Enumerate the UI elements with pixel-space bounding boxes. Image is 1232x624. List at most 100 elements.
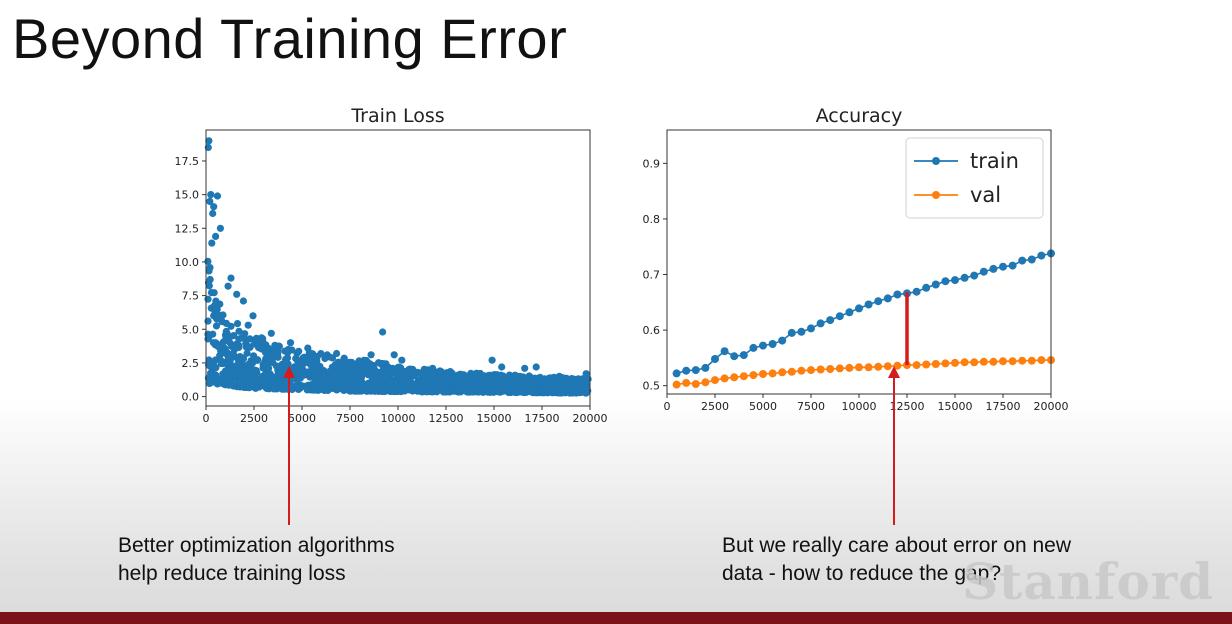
series-train-line (676, 252, 1052, 375)
loss-point (295, 347, 303, 355)
loss-point (210, 289, 218, 297)
loss-point (266, 382, 274, 390)
loss-point (288, 365, 296, 373)
loss-point (524, 385, 532, 393)
slide-title: Beyond Training Error (12, 7, 568, 70)
series-val-point (855, 363, 863, 372)
loss-x-tick-label: 5000 (288, 412, 316, 425)
loss-point (233, 290, 241, 298)
loss-point (204, 295, 212, 303)
loss-points (204, 137, 592, 397)
loss-point (329, 378, 337, 386)
loss-point (205, 282, 213, 290)
loss-point (220, 344, 228, 352)
loss-point (494, 386, 502, 394)
loss-point (307, 351, 315, 359)
loss-point (217, 357, 225, 365)
loss-point (235, 327, 243, 335)
loss-point (446, 368, 454, 376)
loss-point (211, 356, 220, 364)
legend: train val (905, 137, 1044, 219)
loss-point (541, 381, 549, 389)
series-val-point (816, 365, 825, 374)
acc-axes-frame (666, 129, 1052, 395)
loss-point (230, 362, 238, 370)
loss-point (281, 347, 289, 355)
loss-point (498, 363, 506, 371)
series-val-point (931, 360, 940, 368)
loss-point (398, 356, 406, 364)
series-train-point (691, 366, 700, 375)
acc-title: Accuracy (816, 105, 903, 127)
series-val-point (768, 369, 777, 378)
loss-point (431, 377, 439, 385)
loss-point (395, 363, 403, 371)
series-train-point (864, 300, 873, 309)
series-train-point (1008, 261, 1017, 270)
acc-y-tick-label: 0.8 (643, 213, 661, 226)
series-train-point (989, 264, 998, 273)
series-val-point (778, 368, 787, 377)
loss-point (242, 343, 250, 351)
legend-box (905, 137, 1044, 219)
loss-point (331, 361, 339, 369)
loss-point (322, 380, 330, 389)
loss-point (391, 368, 399, 376)
loss-point (271, 341, 279, 349)
acc-x-tick-label: 15000 (938, 400, 973, 413)
loss-point (235, 343, 243, 352)
acc-x-tick-label: 20000 (1034, 400, 1069, 413)
series-val-point (893, 361, 902, 370)
loss-point (258, 344, 266, 352)
loss-point (206, 264, 214, 272)
loss-point (210, 203, 218, 211)
loss-point (286, 339, 295, 347)
legend-train-label: train (970, 149, 1019, 173)
acc-y-tick-label: 0.9 (643, 157, 661, 170)
loss-point (484, 375, 492, 383)
loss-point (204, 317, 212, 325)
loss-point (213, 192, 222, 200)
caption-right-line-2: data - how to reduce the gap? (722, 562, 1002, 585)
loss-x-tick-label: 12500 (429, 412, 464, 425)
loss-point (411, 370, 419, 378)
loss-x-tick-label: 15000 (477, 412, 512, 425)
loss-point (251, 368, 259, 376)
loss-y-tick-label: 17.5 (175, 155, 200, 168)
series-train-point (855, 304, 863, 313)
series-val-point (787, 367, 796, 376)
loss-point (379, 328, 387, 336)
loss-point (221, 381, 229, 389)
loss-point (549, 376, 557, 384)
loss-point (304, 344, 312, 352)
loss-point (455, 371, 463, 379)
loss-point (352, 362, 360, 370)
loss-point (222, 327, 230, 335)
loss-point (570, 375, 578, 383)
loss-point (270, 373, 279, 381)
series-val-point (691, 380, 700, 388)
series-train-point (979, 267, 988, 276)
loss-point (452, 386, 460, 394)
series-train-point (807, 324, 815, 333)
loss-point (305, 368, 313, 376)
loss-title: Train Loss (350, 105, 444, 127)
series-val-point (903, 361, 911, 370)
loss-point (214, 342, 222, 350)
loss-y-tick-label: 15.0 (175, 189, 200, 202)
series-val-point (1037, 356, 1046, 365)
series-train-point (778, 336, 787, 345)
loss-point (284, 385, 293, 393)
loss-x-tick-label: 0 (203, 412, 210, 425)
series-train-point (951, 276, 959, 285)
series-val-point (922, 360, 931, 369)
loss-point (227, 350, 235, 359)
loss-point (219, 311, 227, 319)
series-train-point (960, 273, 969, 282)
loss-point (244, 321, 252, 329)
acc-x-tick-label: 5000 (749, 400, 777, 413)
loss-point (314, 364, 322, 372)
series-val-point (682, 378, 691, 387)
series-train-point (701, 363, 710, 372)
train-loss-chart: Train Loss 0 2500 5000 7500 10000 12500 15000 17… (175, 105, 608, 425)
